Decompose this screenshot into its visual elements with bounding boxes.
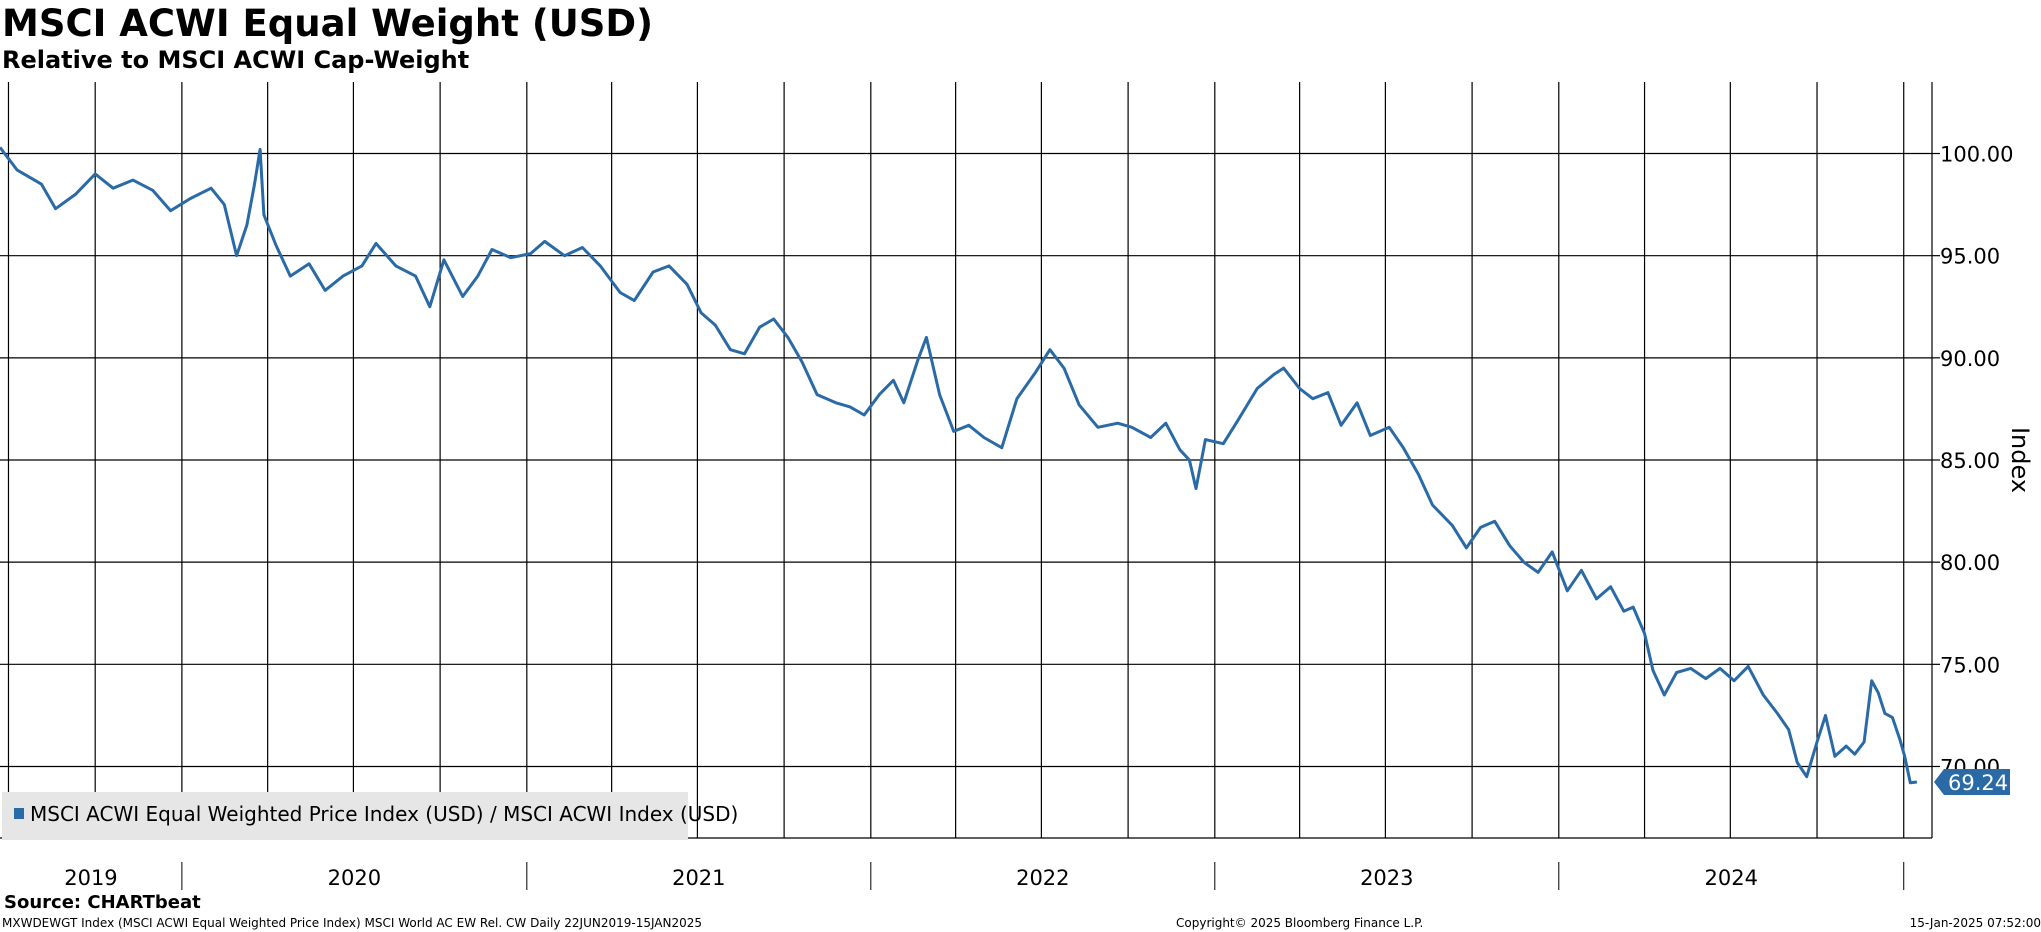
x-tick-label: 2021 xyxy=(672,866,725,890)
x-tick-label: 2019 xyxy=(64,866,117,890)
y-tick-label: 90.00 xyxy=(1940,347,2000,371)
series-line xyxy=(0,146,1918,785)
x-tick-label: 2020 xyxy=(328,866,381,890)
chart-subtitle: Relative to MSCI ACWI Cap-Weight xyxy=(2,46,470,74)
legend xyxy=(2,792,688,840)
y-tick-label: 80.00 xyxy=(1940,551,2000,575)
x-tick-label: 2024 xyxy=(1705,866,1758,890)
axis-layer: 70.0075.0080.0085.0090.0095.00100.00Inde… xyxy=(0,82,2034,890)
y-tick-label: 100.00 xyxy=(1940,143,2013,167)
y-tick-label: 75.00 xyxy=(1940,653,2000,677)
x-tick-label: 2023 xyxy=(1360,866,1413,890)
x-tick-label: 2022 xyxy=(1016,866,1069,890)
ticker-info: MXWDEWGT Index (MSCI ACWI Equal Weighted… xyxy=(2,916,703,930)
chart-title: MSCI ACWI Equal Weight (USD) xyxy=(2,2,654,45)
source-note: Source: CHARTbeat xyxy=(4,892,201,913)
legend-swatch xyxy=(14,808,24,819)
y-tick-label: 85.00 xyxy=(1940,449,2000,473)
timestamp: 15-Jan-2025 07:52:00 xyxy=(1909,916,2041,930)
y-tick-label: 95.00 xyxy=(1940,245,2000,269)
copyright: Copyright© 2025 Bloomberg Finance L.P. xyxy=(1176,916,1424,930)
line-chart: 70.0075.0080.0085.0090.0095.00100.00Inde… xyxy=(0,82,2034,890)
y-axis-title: Index xyxy=(2006,427,2034,493)
last-value-badge xyxy=(1934,769,2010,796)
legend-series-label: MSCI ACWI Equal Weighted Price Index (US… xyxy=(30,802,739,826)
last-value-label: 69.24 xyxy=(1948,771,2008,795)
series-layer xyxy=(0,146,1918,785)
grid-layer xyxy=(0,82,1932,838)
